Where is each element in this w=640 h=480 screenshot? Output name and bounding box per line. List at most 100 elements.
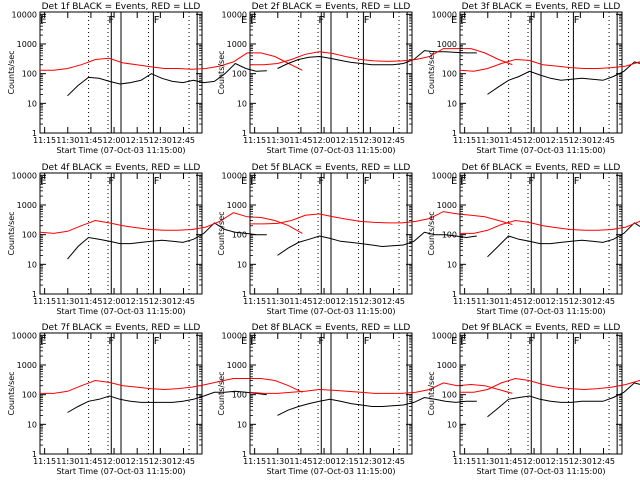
y-tick-label: 1 [242,450,247,459]
y-tick-label: 10 [237,420,247,429]
region-label: F [364,15,370,26]
y-tick-label: 10 [27,260,37,269]
region-label: E [460,176,466,187]
x-tick-label: 12:45 [172,297,195,306]
x-tick-label: 11:45 [289,136,312,145]
x-tick-label: 12:00 [313,457,336,466]
y-tick-label: 10000 [222,171,247,180]
panel-title: Det 7f BLACK = Events, RED = LLD [42,323,201,333]
y-tick-label: 1 [452,290,457,299]
y-tick-label: 10 [27,420,37,429]
y-tick-label: 1 [452,450,457,459]
y-tick-label: 10 [447,99,457,108]
x-tick-label: 12:30 [569,136,592,145]
x-axis-label: Start Time (07-Oct-03 11:15:00) [476,307,605,316]
x-tick-label: 12:15 [546,136,569,145]
x-tick-label: 12:45 [592,457,615,466]
region-label: F [318,15,324,26]
x-axis-label: Start Time (07-Oct-03 11:15:00) [266,307,395,316]
series-lld-line [460,219,640,234]
x-tick-label: 12:00 [523,457,546,466]
y-tick-label: 1000 [227,201,247,210]
x-tick-label: 11:45 [499,457,522,466]
x-tick-label: 12:30 [359,136,382,145]
x-tick-label: 12:15 [546,457,569,466]
region-label: E [40,15,46,26]
panel-title: Det 2f BLACK = Events, RED = LLD [252,2,411,12]
x-tick-label: 12:00 [523,297,546,306]
panel-5: Det 5f BLACK = Events, RED = LLD 1 10 100 10… [217,163,513,316]
y-tick-label: 1 [32,290,37,299]
region-label: E [451,15,457,26]
x-tick-label: 11:45 [289,457,312,466]
y-tick-label: 100 [22,231,37,240]
y-tick-label: 1 [32,129,37,138]
region-label: E [451,336,457,347]
x-tick-label: 12:00 [103,136,126,145]
y-tick-label: 10000 [432,10,457,19]
series-events-line [67,390,267,413]
x-tick-label: 11:15 [243,297,266,306]
region-label: F [154,176,160,187]
series-lld-line [40,52,303,71]
panel-title: Det 3f BLACK = Events, RED = LLD [462,2,621,12]
region-label: F [318,176,324,187]
x-axis-label: Start Time (07-Oct-03 11:15:00) [266,146,395,155]
x-tick-label: 12:45 [592,297,615,306]
series-events-line [487,61,640,95]
region-label: E [40,336,46,347]
x-axis-label: Start Time (07-Oct-03 11:15:00) [56,307,185,316]
x-tick-label: 12:45 [172,457,195,466]
panel-6: Det 6f BLACK = Events, RED = LLD 1 10 100 10… [427,163,640,316]
region-label: F [108,336,114,347]
panel-title: Det 1f BLACK = Events, RED = LLD [42,2,201,12]
region-label: F [364,336,370,347]
y-tick-label: 1 [242,290,247,299]
x-tick-label: 11:15 [33,297,56,306]
x-tick-label: 11:30 [476,136,499,145]
y-tick-label: 100 [22,70,37,79]
x-axis-label: Start Time (07-Oct-03 11:15:00) [56,146,185,155]
panel-7: Det 7f BLACK = Events, RED = LLD 1 10 100 10… [7,323,303,476]
panel-title: Det 4f BLACK = Events, RED = LLD [42,163,201,173]
x-tick-label: 12:00 [103,297,126,306]
region-label: E [241,176,247,187]
panel-title: Det 5f BLACK = Events, RED = LLD [252,163,411,173]
x-tick-label: 11:15 [243,457,266,466]
region-label: F [574,176,580,187]
x-tick-label: 12:30 [149,297,172,306]
x-tick-label: 12:30 [359,457,382,466]
series-events-line [277,396,477,416]
region-label: F [108,15,114,26]
y-tick-label: 1000 [437,201,457,210]
series-lld-line [459,58,640,72]
panel-title: Det 8f BLACK = Events, RED = LLD [252,323,411,333]
region-label: F [574,15,580,26]
y-tick-label: 10000 [432,171,457,180]
x-tick-label: 12:45 [592,136,615,145]
x-tick-label: 11:15 [453,457,476,466]
y-tick-label: 10 [27,99,37,108]
series-lld-line [250,211,513,225]
y-tick-label: 10000 [432,331,457,340]
x-tick-label: 11:15 [33,457,56,466]
x-tick-label: 11:30 [266,136,289,145]
region-label: F [318,336,324,347]
x-tick-label: 12:15 [126,457,149,466]
y-tick-label: 10000 [12,10,37,19]
panel-4: Det 4f BLACK = Events, RED = LLD 1 10 100 10… [7,163,303,316]
x-tick-label: 11:30 [56,297,79,306]
panel-title: Det 9f BLACK = Events, RED = LLD [462,323,621,333]
y-tick-label: 1 [452,129,457,138]
region-label: F [528,176,534,187]
x-tick-label: 11:30 [476,457,499,466]
y-tick-label: 100 [232,391,247,400]
y-axis-label: Counts/sec [7,211,16,255]
x-tick-label: 12:15 [126,297,149,306]
panel-2: Det 2f BLACK = Events, RED = LLD 1 10 100 10… [217,2,513,155]
series-events-line [67,62,267,97]
y-tick-label: 1000 [17,201,37,210]
y-tick-label: 10 [237,260,247,269]
x-tick-label: 12:15 [336,457,359,466]
region-label: E [250,176,256,187]
